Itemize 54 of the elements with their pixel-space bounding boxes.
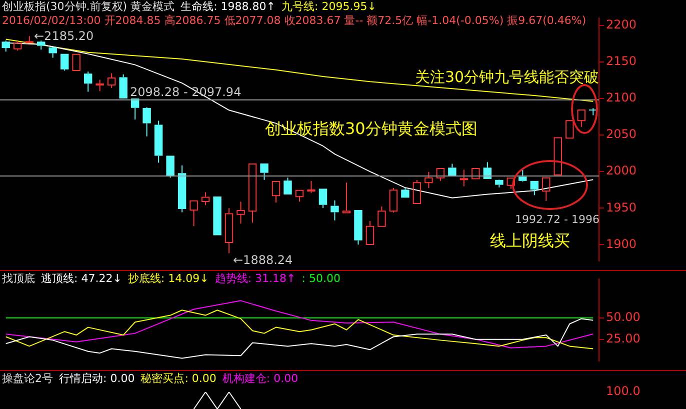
candlestick bbox=[142, 108, 151, 137]
annotation: ←2185.20 bbox=[34, 29, 94, 44]
candlestick bbox=[284, 177, 292, 194]
candlestick bbox=[460, 169, 468, 187]
candlestick bbox=[330, 200, 339, 221]
y-tick-label: 2200 bbox=[606, 17, 637, 32]
candlestick bbox=[424, 171, 433, 189]
candlestick bbox=[2, 40, 10, 52]
chart-title: 创业板指(30分钟.前复权) 黄金模式 bbox=[2, 0, 175, 13]
y-tick-label: 2100 bbox=[606, 90, 637, 105]
text: 抄底线: 14.09↓ bbox=[128, 272, 209, 285]
text: : 50.00 bbox=[302, 272, 340, 285]
chart-title: 操盘论2号 bbox=[2, 372, 53, 385]
candlestick bbox=[224, 208, 234, 254]
text: 生命线: 1988.80↑ bbox=[180, 0, 276, 13]
y-tick-label: 50.00 bbox=[606, 310, 640, 324]
candlestick bbox=[378, 206, 386, 227]
y-tick-label: 2000 bbox=[606, 164, 637, 178]
y-tick-label: 2050 bbox=[606, 127, 637, 142]
candlestick bbox=[190, 200, 198, 227]
candlestick bbox=[307, 180, 316, 194]
y-tick-label: 2150 bbox=[606, 54, 637, 68]
candlestick bbox=[248, 163, 257, 224]
candlestick bbox=[354, 210, 362, 246]
candlestick bbox=[483, 162, 492, 179]
candlestick bbox=[366, 220, 374, 246]
y-tick-label: 1900 bbox=[606, 236, 637, 251]
series-label: 趋势线: 31.18↑ bbox=[214, 272, 296, 285]
text: 九号线: 2095.95↓ bbox=[282, 0, 376, 13]
candlestick bbox=[542, 177, 550, 202]
legend-label: 机构建仓: 0.00 bbox=[222, 372, 298, 385]
annotation: 关注30分钟九号线能否突破 bbox=[415, 68, 600, 86]
candlestick bbox=[48, 47, 57, 58]
annotation: ←1888.24 bbox=[233, 253, 293, 268]
candlestick bbox=[530, 180, 539, 196]
candlestick bbox=[96, 79, 104, 92]
candlestick bbox=[84, 71, 92, 92]
chart-subtitle: 2016/02/02/13:00 开2084.85 高2086.75 低2077.08 收2083.67 量-- 额72.5亿 幅-1.04(-0.05%) 振9.67(0.46%) bbox=[2, 14, 586, 28]
candlestick bbox=[236, 201, 245, 224]
candlestick bbox=[154, 120, 163, 164]
candlestick bbox=[495, 180, 504, 188]
candlestick bbox=[36, 40, 46, 50]
candlestick bbox=[342, 182, 351, 214]
candlestick bbox=[401, 188, 410, 198]
annotation: 线上阴线买 bbox=[490, 231, 570, 250]
chart-title: 找顶底 bbox=[2, 272, 35, 285]
text: 逃顶线: 47.22↓ bbox=[41, 272, 122, 285]
y-tick-label: 1950 bbox=[606, 200, 637, 214]
text: 行情启动: 0.00 bbox=[59, 372, 135, 385]
candlestick bbox=[178, 164, 186, 213]
text: 100.0 bbox=[606, 384, 640, 398]
y-tick-label: 25.00 bbox=[606, 331, 640, 346]
legend-label: 秘密买点: 0.00 bbox=[140, 372, 216, 385]
candlestick bbox=[318, 188, 328, 209]
